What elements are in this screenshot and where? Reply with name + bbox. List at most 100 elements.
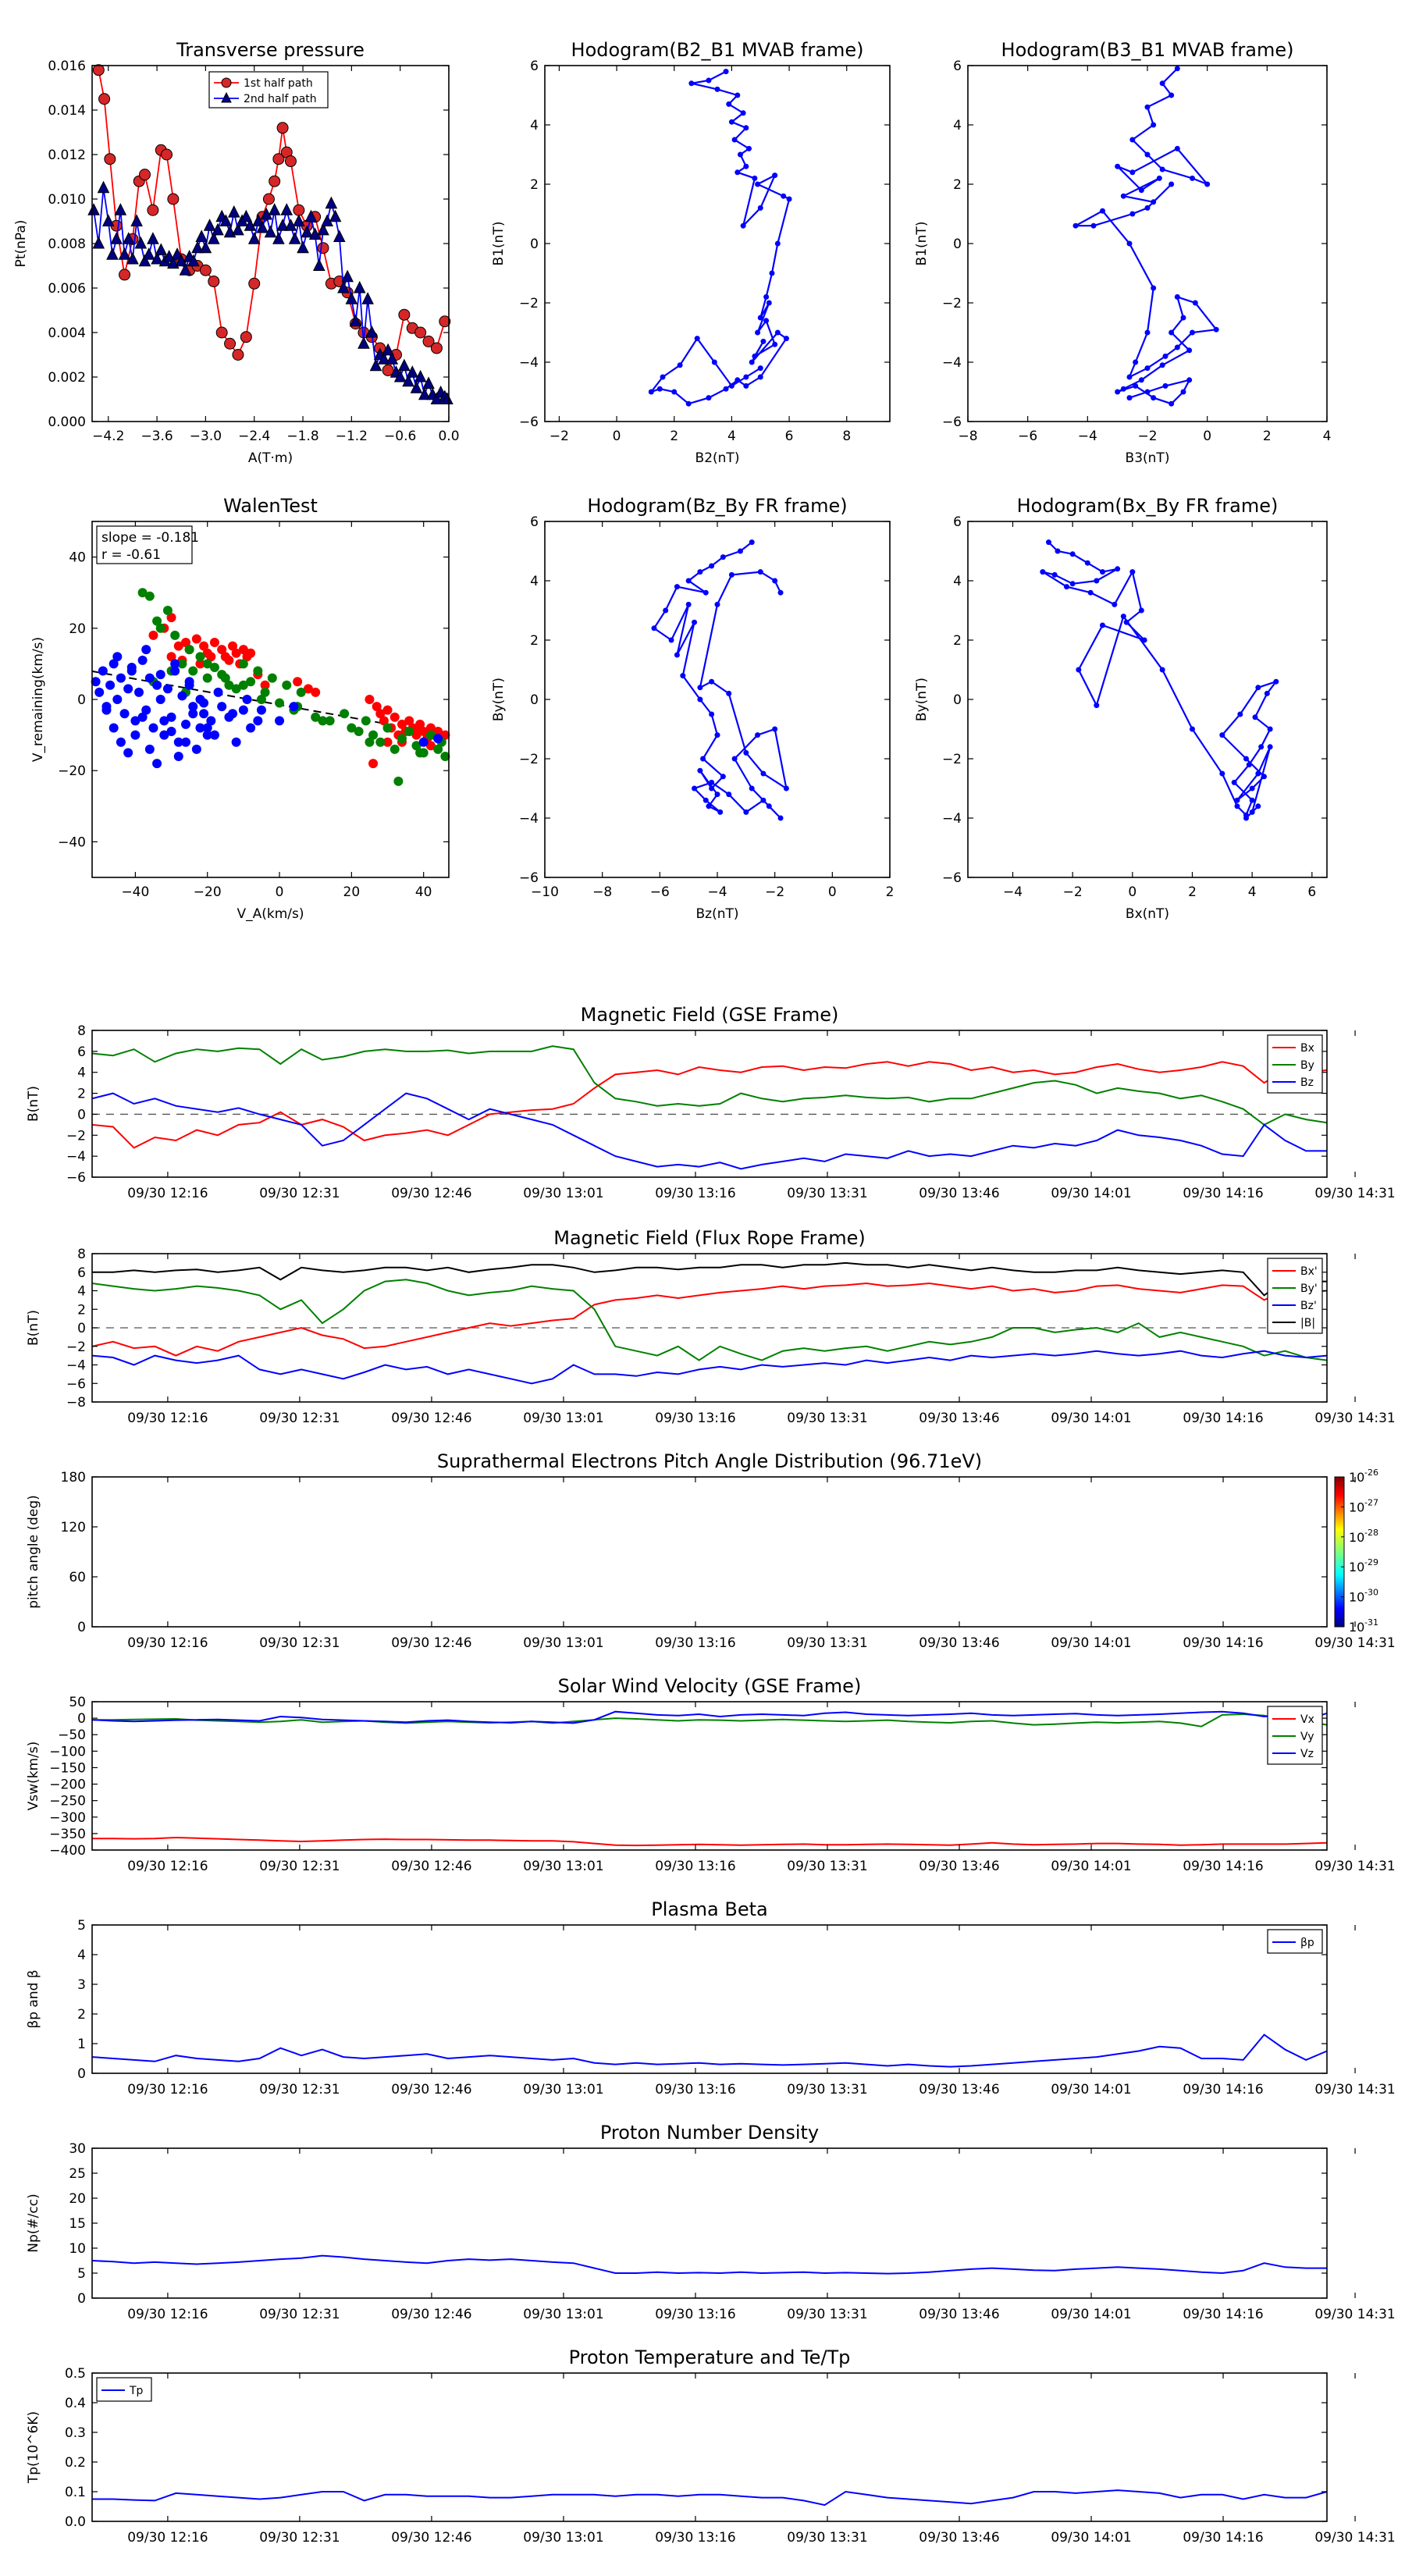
data-point — [697, 685, 703, 691]
data-point — [697, 696, 703, 703]
data-point — [1159, 166, 1165, 173]
scatter-point — [231, 737, 241, 747]
y-tick-label: 60 — [69, 1570, 86, 1585]
data-point — [361, 292, 374, 304]
y-tick-label: −40 — [58, 834, 86, 850]
y-axis-label: pitch angle (deg) — [26, 1495, 41, 1609]
x-tick-label: 6 — [785, 429, 794, 444]
y-axis-label: B1(nT) — [491, 222, 507, 266]
y-tick-label: −4 — [66, 1358, 86, 1374]
scatter-point — [440, 751, 450, 761]
data-point — [301, 225, 314, 238]
data-point — [224, 337, 237, 350]
y-tick-label: 4 — [530, 574, 539, 589]
data-point — [215, 326, 228, 339]
y-tick-label: 120 — [61, 1520, 86, 1535]
scatter-point — [379, 716, 389, 726]
data-point — [227, 205, 240, 218]
data-point — [680, 673, 686, 679]
x-tick-label: −4 — [1078, 429, 1097, 444]
y-tick-label: 0.002 — [48, 370, 86, 386]
scatter-point — [415, 719, 425, 729]
scatter-point — [224, 680, 234, 690]
scatter-point — [411, 727, 422, 737]
x-tick-label: 2 — [1263, 429, 1272, 444]
scatter-point — [260, 680, 270, 690]
data-point — [740, 222, 746, 229]
data-point — [720, 774, 726, 780]
scatter-point — [267, 673, 277, 683]
data-point — [118, 247, 131, 260]
y-tick-label: −6 — [519, 870, 539, 886]
scatter-point — [289, 702, 299, 712]
y-axis-label: Np(#/cc) — [26, 2194, 41, 2252]
y-tick-label: 0.010 — [48, 192, 86, 208]
data-point — [1219, 732, 1225, 738]
data-point — [1100, 622, 1105, 628]
colorbar-tick-label: 10 — [1349, 1620, 1364, 1635]
series-line — [91, 1092, 1327, 1170]
data-point — [1144, 151, 1151, 158]
time-tick-label: 09/30 13:31 — [787, 1186, 867, 1201]
data-point — [714, 86, 720, 92]
scatter-point — [188, 702, 198, 712]
y-tick-label: 6 — [953, 59, 962, 74]
scatter-point — [365, 695, 375, 704]
data-point — [723, 69, 729, 75]
y-tick-label: −6 — [66, 1376, 86, 1392]
scatter-point — [228, 709, 238, 719]
time-tick-label: 09/30 14:01 — [1051, 2530, 1131, 2546]
data-point — [706, 77, 712, 84]
scatter-point — [152, 759, 162, 769]
time-tick-label: 09/30 12:16 — [127, 2082, 208, 2097]
time-tick-label: 09/30 14:16 — [1183, 1635, 1263, 1651]
time-tick-label: 09/30 12:16 — [127, 2307, 208, 2322]
chart-title: Hodogram(Bx_By FR frame) — [1017, 495, 1279, 517]
scatter-point — [181, 638, 191, 648]
y-tick-label: 0 — [77, 1711, 86, 1727]
time-tick-label: 09/30 12:46 — [391, 2530, 471, 2546]
y-tick-label: 6 — [530, 514, 539, 530]
data-point — [126, 251, 139, 265]
series-line — [91, 1282, 1328, 1357]
data-point — [1141, 637, 1147, 643]
data-point — [256, 220, 269, 233]
time-tick-label: 09/30 13:46 — [919, 1859, 999, 1874]
scatter-point — [177, 691, 187, 701]
data-point — [1072, 222, 1079, 229]
data-point — [706, 395, 712, 401]
scatter-point — [159, 730, 169, 740]
time-tick-label: 09/30 13:31 — [787, 1411, 867, 1426]
data-point — [1126, 395, 1133, 401]
time-tick-label: 09/30 13:31 — [787, 2307, 867, 2322]
data-point — [1055, 548, 1061, 554]
x-tick-label: 6 — [1307, 884, 1316, 900]
data-point — [697, 569, 703, 575]
correlation-annotation: r = -0.61 — [101, 547, 161, 563]
x-tick-label: −1.8 — [286, 429, 318, 444]
data-point — [104, 153, 116, 165]
x-tick-label: −3.6 — [140, 429, 173, 444]
x-tick-label: 0 — [828, 884, 837, 900]
y-tick-label: −8 — [66, 1395, 86, 1411]
series-line — [1042, 541, 1279, 819]
data-point — [1264, 690, 1270, 696]
scatter-point — [238, 680, 248, 690]
y-tick-label: −2 — [519, 296, 539, 311]
data-point — [648, 389, 654, 395]
data-point — [1138, 187, 1144, 194]
data-point — [398, 308, 411, 321]
time-tick-label: 09/30 13:16 — [655, 1186, 735, 1201]
scatter-point — [246, 648, 256, 658]
data-point — [313, 258, 325, 271]
x-tick-label: 8 — [842, 429, 851, 444]
chart-title: Proton Number Density — [600, 2122, 819, 2144]
data-point — [781, 193, 787, 199]
data-point — [1100, 569, 1105, 575]
scatter-point — [425, 730, 436, 740]
x-tick-label: −6 — [1018, 429, 1037, 444]
data-point — [728, 119, 735, 125]
scatter-point — [256, 695, 266, 704]
data-point — [240, 209, 253, 222]
plot-frame — [544, 65, 891, 422]
